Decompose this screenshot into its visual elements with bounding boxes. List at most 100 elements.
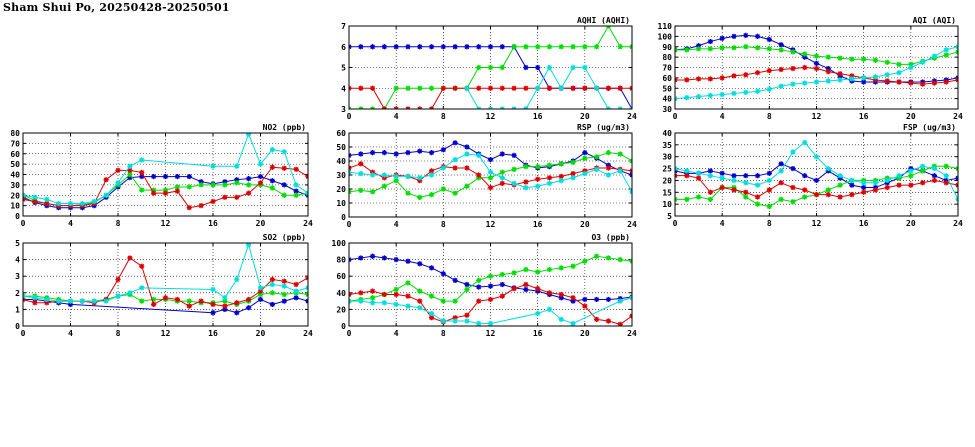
y-tick-label: 0 bbox=[15, 212, 20, 221]
green-data-point bbox=[151, 187, 157, 193]
cyan-data-point bbox=[872, 180, 879, 186]
green-data-point bbox=[754, 45, 761, 51]
blue-data-point bbox=[731, 173, 737, 179]
green-data-point bbox=[476, 175, 482, 181]
x-tick-label: 24 bbox=[303, 329, 313, 338]
blue-data-point bbox=[246, 305, 252, 311]
green-data-point bbox=[594, 253, 600, 259]
cyan-data-point bbox=[32, 194, 38, 200]
cyan-data-point bbox=[861, 75, 867, 81]
red-data-point bbox=[151, 301, 157, 308]
red-data-point bbox=[908, 80, 914, 86]
x-tick-label: 12 bbox=[486, 329, 496, 338]
green-data-point bbox=[802, 194, 808, 200]
plot-frame bbox=[22, 242, 309, 327]
y-tick-label: 4 bbox=[341, 84, 346, 93]
cyan-data-point bbox=[790, 81, 796, 87]
red-data-point bbox=[570, 171, 576, 177]
blue-data-point bbox=[695, 43, 702, 49]
x-tick-label: 12 bbox=[812, 219, 822, 228]
green-data-point bbox=[731, 45, 737, 51]
cyan-data-point bbox=[139, 157, 145, 163]
blue-data-point bbox=[582, 296, 588, 303]
green-data-point bbox=[257, 291, 264, 298]
y-tick-label: 4 bbox=[15, 256, 20, 265]
cyan-data-point bbox=[393, 173, 399, 179]
blue-data-point bbox=[754, 173, 761, 179]
y-tick-label: 20 bbox=[10, 191, 20, 200]
red-data-point bbox=[476, 172, 482, 178]
green-data-point bbox=[837, 55, 843, 61]
cyan-data-point bbox=[695, 93, 702, 100]
green-data-point bbox=[849, 56, 855, 62]
red-data-point bbox=[825, 69, 831, 75]
red-data-point bbox=[754, 70, 761, 76]
blue-data-point bbox=[269, 178, 275, 184]
green-data-point bbox=[234, 180, 240, 186]
blue-data-point bbox=[139, 173, 145, 180]
y-tick-label: 1 bbox=[15, 305, 20, 314]
red-data-point bbox=[582, 168, 588, 174]
red-data-point bbox=[369, 85, 376, 91]
cyan-data-point bbox=[79, 298, 85, 304]
blue-data-point bbox=[558, 295, 564, 301]
blue-data-point bbox=[428, 44, 435, 50]
blue-data-point bbox=[393, 44, 399, 50]
x-tick-label: 8 bbox=[441, 329, 446, 338]
cyan-data-point bbox=[908, 64, 914, 71]
blue-data-point bbox=[393, 151, 399, 157]
cyan-data-point bbox=[464, 151, 470, 157]
cyan-data-point bbox=[428, 172, 435, 178]
x-tick-label: 4 bbox=[394, 220, 399, 229]
x-tick-label: 0 bbox=[21, 329, 26, 338]
red-data-point bbox=[837, 71, 843, 77]
green-data-point bbox=[174, 184, 180, 190]
red-data-point bbox=[32, 300, 38, 306]
x-tick-label: 8 bbox=[441, 220, 446, 229]
green-data-point bbox=[369, 189, 376, 195]
cyan-series bbox=[675, 139, 958, 202]
blue-data-point bbox=[499, 44, 505, 50]
green-data-point bbox=[778, 47, 784, 53]
green-data-point bbox=[594, 44, 600, 50]
cyan-data-point bbox=[837, 173, 843, 179]
x-tick-label: 4 bbox=[394, 329, 399, 338]
y-tick-label: 15 bbox=[662, 188, 672, 197]
cyan-data-point bbox=[369, 172, 376, 178]
green-data-point bbox=[570, 263, 576, 269]
red-series bbox=[675, 173, 958, 200]
green-data-point bbox=[617, 44, 623, 50]
cyan-series bbox=[349, 151, 632, 195]
red-data-point bbox=[605, 165, 612, 171]
x-tick-label: 8 bbox=[767, 219, 772, 228]
red-data-point bbox=[487, 296, 494, 303]
green-data-point bbox=[535, 164, 541, 170]
red-data-point bbox=[695, 175, 702, 181]
y-tick-label: 7 bbox=[341, 22, 346, 31]
cyan-data-point bbox=[293, 182, 299, 188]
red-data-point bbox=[707, 189, 713, 195]
blue-data-point bbox=[487, 44, 494, 50]
red-data-point bbox=[684, 77, 690, 83]
red-data-point bbox=[884, 78, 890, 84]
blue-data-point bbox=[186, 173, 192, 180]
blue-data-point bbox=[707, 38, 713, 45]
green-data-point bbox=[417, 85, 423, 91]
red-data-point bbox=[511, 85, 517, 91]
red-data-point bbox=[210, 198, 216, 205]
y-tick-label: 50 bbox=[662, 84, 672, 93]
red-data-point bbox=[257, 180, 264, 186]
cyan-data-point bbox=[546, 306, 553, 312]
green-data-point bbox=[499, 271, 505, 278]
cyan-data-point bbox=[358, 298, 364, 304]
red-data-point bbox=[162, 295, 169, 301]
red-data-point bbox=[790, 184, 796, 191]
green-data-point bbox=[476, 277, 482, 283]
y-tick-label: 70 bbox=[662, 64, 672, 73]
green-data-point bbox=[186, 184, 192, 190]
blue-data-point bbox=[281, 298, 287, 304]
x-tick-label: 16 bbox=[533, 112, 543, 121]
red-data-point bbox=[139, 169, 145, 176]
red-data-point bbox=[546, 175, 553, 181]
cyan-data-point bbox=[417, 305, 423, 311]
